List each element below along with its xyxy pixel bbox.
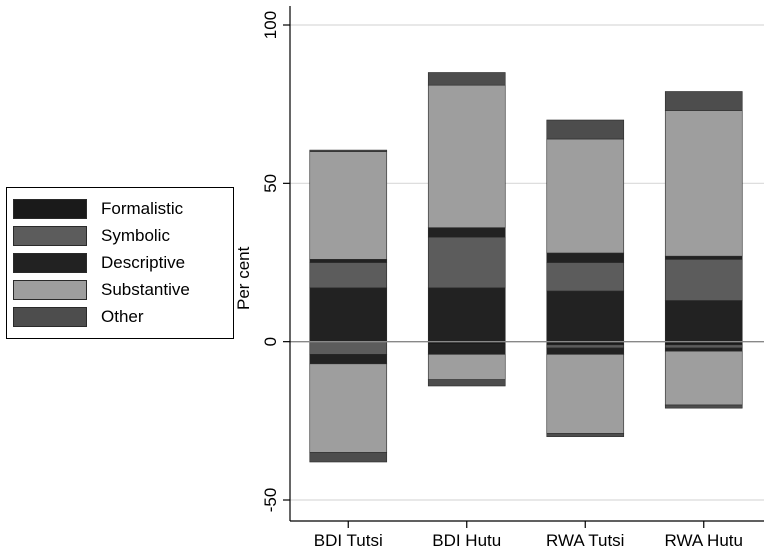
bar-segment-other	[664, 404, 743, 409]
bar-segment-other	[309, 149, 388, 152]
bar-segment-substantive	[309, 363, 388, 453]
bar-segment-descriptive	[546, 252, 625, 263]
bar-segment-substantive	[427, 354, 506, 380]
legend: Formalistic Symbolic Descriptive Substan…	[6, 187, 234, 339]
x-tick-label: RWA Tutsi	[546, 531, 624, 550]
bar-segment-other	[309, 452, 388, 463]
bar-segment-symbolic	[309, 341, 388, 355]
y-tick-label: -50	[261, 488, 280, 513]
bar-segment-symbolic	[427, 236, 506, 289]
legend-swatch-descriptive	[13, 253, 87, 273]
bar-segment-descriptive	[427, 287, 506, 342]
legend-entry-symbolic: Symbolic	[13, 225, 170, 247]
bar-segment-other	[546, 119, 625, 140]
bar-segment-substantive	[664, 110, 743, 257]
legend-swatch-other	[13, 307, 87, 327]
bar-segment-substantive	[546, 354, 625, 434]
bar-segment-descriptive	[664, 347, 743, 352]
bar-segment-other	[546, 433, 625, 437]
bar-segment-symbolic	[309, 262, 388, 289]
bar-segment-symbolic	[664, 344, 743, 349]
legend-swatch-substantive	[13, 280, 87, 300]
bar-segment-descriptive	[427, 227, 506, 238]
bar-segment-substantive	[309, 151, 388, 260]
x-tick-label: BDI Tutsi	[314, 531, 383, 550]
bar-segment-descriptive	[664, 255, 743, 260]
bar-segment-other	[427, 379, 506, 387]
x-tick-label: RWA Hutu	[665, 531, 743, 550]
bar-segment-descriptive	[546, 290, 625, 342]
legend-entry-other: Other	[13, 306, 144, 328]
legend-swatch-symbolic	[13, 226, 87, 246]
bar-segment-symbolic	[546, 262, 625, 292]
bar-segment-substantive	[664, 350, 743, 406]
bar-segment-descriptive	[664, 300, 743, 342]
bar-segment-descriptive	[427, 344, 506, 355]
y-tick-label: 0	[261, 337, 280, 346]
legend-swatch-formalistic	[13, 199, 87, 219]
legend-entry-formalistic: Formalistic	[13, 198, 183, 220]
legend-label-other: Other	[101, 307, 144, 326]
bar-segment-descriptive	[546, 347, 625, 355]
legend-entry-substantive: Substantive	[13, 279, 190, 301]
bar-segment-substantive	[546, 138, 625, 254]
bar-segment-substantive	[427, 84, 506, 228]
bar-segment-descriptive	[309, 287, 388, 342]
legend-label-substantive: Substantive	[101, 280, 190, 299]
bar-segment-other	[664, 91, 743, 111]
y-tick-label: 100	[261, 11, 280, 39]
bar-segment-descriptive	[309, 354, 388, 365]
y-axis-label: Per cent	[234, 246, 253, 310]
legend-label-symbolic: Symbolic	[101, 226, 170, 245]
y-tick-label: 50	[261, 174, 280, 193]
x-tick-label: BDI Hutu	[432, 531, 501, 550]
legend-label-formalistic: Formalistic	[101, 199, 184, 218]
legend-label-descriptive: Descriptive	[101, 253, 186, 272]
bar-segment-symbolic	[546, 344, 625, 349]
bar-segment-descriptive	[309, 259, 388, 263]
bar-segment-other	[427, 72, 506, 86]
bar-segment-symbolic	[664, 259, 743, 301]
legend-entry-descriptive: Descriptive	[13, 252, 185, 274]
